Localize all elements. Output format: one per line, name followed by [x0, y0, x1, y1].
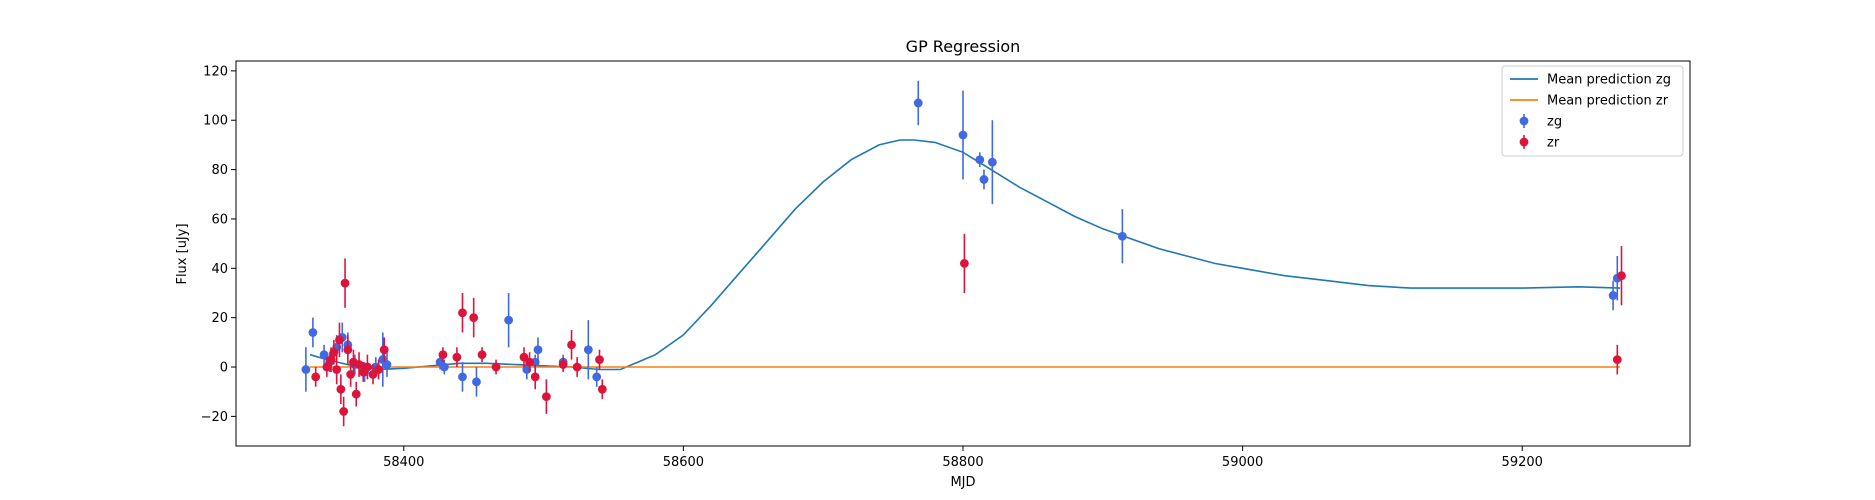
data-point-zr	[374, 365, 384, 374]
data-point-zr	[1612, 355, 1622, 365]
data-point-zr	[351, 389, 361, 399]
data-point-zg	[1117, 231, 1127, 241]
data-point-zr	[477, 350, 487, 360]
x-tick-label: 58600	[663, 455, 704, 470]
data-point-zr	[438, 350, 448, 360]
y-tick-label: 0	[220, 361, 228, 376]
legend-entry-mean-zr: Mean prediction zr	[1510, 94, 1669, 109]
data-point-zr	[363, 362, 372, 372]
data-point-zg	[301, 365, 311, 374]
data-point-zg	[472, 377, 481, 387]
data-point-zr	[452, 352, 462, 362]
y-tick-label: 120	[203, 64, 228, 79]
data-point-zr	[595, 355, 604, 365]
mean-prediction-zg-line	[309, 139, 1621, 371]
data-point-zg	[504, 315, 514, 325]
legend-box	[1501, 65, 1684, 157]
data-point-zr	[340, 278, 350, 288]
data-point-zg	[458, 372, 467, 382]
data-point-zg	[975, 155, 985, 165]
data-point-zg	[987, 157, 997, 167]
data-point-zg	[979, 175, 989, 184]
data-point-zg	[592, 372, 602, 382]
data-point-zr	[354, 360, 364, 369]
data-point-zr	[322, 362, 332, 372]
x-axis-label: MJD	[950, 475, 975, 490]
data-point-zr	[343, 345, 353, 355]
data-point-zr	[336, 384, 346, 394]
legend-label: Mean prediction zg	[1547, 73, 1671, 88]
data-point-zr	[379, 345, 389, 355]
y-tick-label: 40	[211, 262, 228, 277]
data-point-zg	[439, 362, 449, 372]
data-point-zr	[335, 335, 344, 345]
x-tick-label: 58800	[942, 455, 983, 470]
legend: Mean prediction zg Mean prediction zr zg zr	[1501, 65, 1684, 157]
legend-entry-zg: zg	[1519, 114, 1562, 130]
data-point-zr	[469, 313, 479, 323]
data-point-zr	[572, 362, 582, 372]
data-point-zr	[491, 362, 501, 372]
y-tick-label: 80	[211, 163, 228, 178]
chart-title: GP Regression	[906, 37, 1021, 56]
x-tick-label: 59000	[1222, 455, 1263, 470]
legend-marker-swatch	[1519, 137, 1529, 147]
data-point-zr	[525, 357, 534, 367]
legend-label: Mean prediction zr	[1547, 94, 1669, 109]
x-tick-label: 59200	[1502, 455, 1543, 470]
x-tick-label: 58400	[383, 455, 424, 470]
data-point-zr	[558, 360, 568, 369]
data-point-zr	[567, 340, 576, 350]
data-point-zr	[458, 308, 467, 318]
y-tick-label: 100	[203, 114, 228, 129]
data-point-zr	[541, 392, 551, 402]
y-tick-label: 60	[211, 212, 228, 227]
data-point-zg	[308, 328, 318, 337]
data-point-zr	[959, 258, 969, 268]
axes-frame	[235, 60, 1691, 447]
data-point-zg	[913, 98, 923, 108]
legend-entry-zr: zr	[1519, 135, 1560, 151]
data-point-zr	[1617, 271, 1626, 281]
plot-area: 58400 58600 58800 59000 59200 −20 0 20 40 60 80 100…	[201, 60, 1691, 470]
legend-marker-swatch	[1519, 116, 1529, 126]
data-point-zg	[958, 130, 968, 140]
data-point-zg	[382, 360, 392, 369]
data-point-zr	[332, 365, 342, 374]
legend-label: zr	[1547, 136, 1560, 151]
data-point-zg	[533, 345, 543, 355]
series-zr	[311, 233, 1626, 427]
data-point-zr	[329, 347, 339, 357]
legend-label: zg	[1547, 115, 1562, 130]
data-point-zr	[530, 372, 540, 382]
data-point-zr	[311, 372, 321, 382]
y-tick-label: −20	[201, 410, 228, 425]
data-point-zg	[319, 350, 329, 360]
legend-entry-mean-zg: Mean prediction zg	[1510, 73, 1671, 88]
data-point-zg	[583, 345, 593, 355]
data-point-zr	[339, 407, 349, 416]
data-point-zg	[1608, 291, 1618, 300]
y-tick-label: 20	[211, 311, 228, 326]
y-axis-label: Flux [uJy]	[175, 223, 190, 284]
data-point-zr	[597, 384, 607, 394]
